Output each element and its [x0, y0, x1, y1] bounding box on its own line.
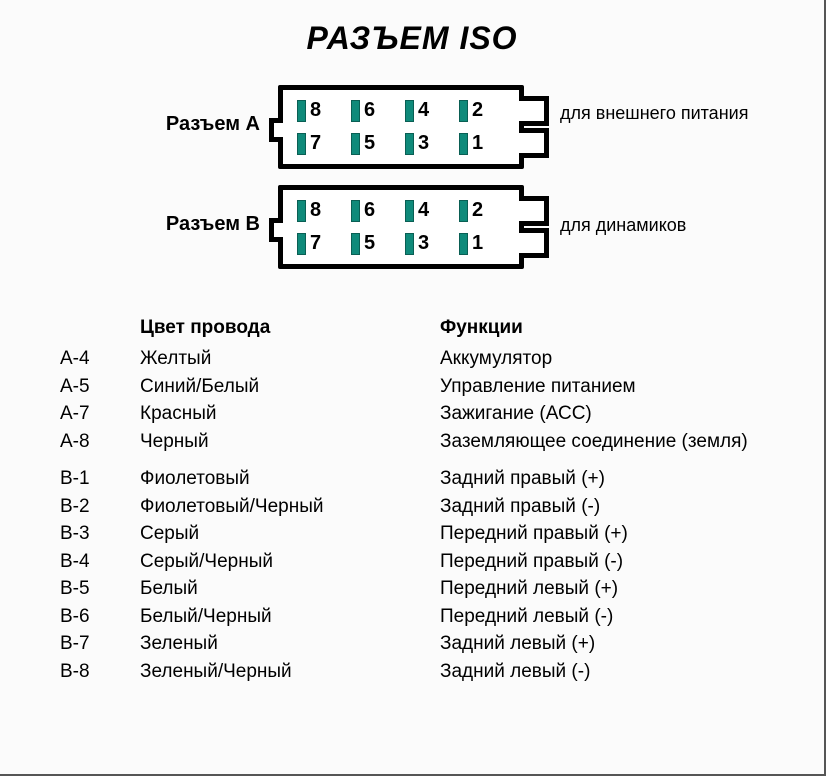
connector-a-tab-top [519, 96, 549, 126]
table-row: B-6Белый/ЧерныйПередний левый (-) [60, 603, 784, 631]
pin-b6: 6 [351, 196, 397, 225]
connector-a-pins: 8 6 4 2 7 5 3 1 [283, 90, 519, 164]
cell-pin: B-3 [60, 520, 140, 548]
connector-a-label: Разъем А [120, 113, 260, 136]
cell-pin: B-4 [60, 548, 140, 576]
cell-pin: A-5 [60, 373, 140, 401]
cell-color: Синий/Белый [140, 373, 440, 401]
pin-a7: 7 [297, 129, 343, 158]
connector-b-label: Разъем В [120, 213, 260, 236]
pin-b2: 2 [459, 196, 505, 225]
pin-a4: 4 [405, 96, 451, 125]
cell-func: Передний левый (+) [440, 575, 784, 603]
cell-func: Аккумулятор [440, 345, 784, 373]
table-row: B-7ЗеленыйЗадний левый (+) [60, 630, 784, 658]
cell-func: Задний левый (+) [440, 630, 784, 658]
connector-a-desc: для внешнего питания [560, 103, 748, 124]
cell-pin: B-2 [60, 493, 140, 521]
connector-b-notch [269, 218, 283, 242]
cell-color: Черный [140, 428, 440, 456]
cell-pin: A-8 [60, 428, 140, 456]
table-row: A-8ЧерныйЗаземляющее соединение (земля) [60, 428, 784, 456]
cell-func: Задний правый (+) [440, 465, 784, 493]
pin-b5: 5 [351, 229, 397, 258]
table-row: A-5Синий/БелыйУправление питанием [60, 373, 784, 401]
page-title: РАЗЪЕМ ISO [0, 0, 824, 57]
table-header: Цвет провода Функции [60, 317, 784, 339]
cell-func: Передний левый (-) [440, 603, 784, 631]
table-body: A-4ЖелтыйАккумуляторA-5Синий/БелыйУправл… [60, 345, 784, 686]
connector-b-desc: для динамиков [560, 215, 686, 236]
table-row: B-3СерыйПередний правый (+) [60, 520, 784, 548]
pin-b4: 4 [405, 196, 451, 225]
cell-pin: B-5 [60, 575, 140, 603]
cell-func: Задний правый (-) [440, 493, 784, 521]
cell-func: Передний правый (-) [440, 548, 784, 576]
header-color: Цвет провода [140, 317, 440, 339]
table-row: B-1ФиолетовыйЗадний правый (+) [60, 465, 784, 493]
pin-b7: 7 [297, 229, 343, 258]
table-row: B-4Серый/ЧерныйПередний правый (-) [60, 548, 784, 576]
pin-a8: 8 [297, 96, 343, 125]
pin-a2: 2 [459, 96, 505, 125]
connector-a-tab-bottom [519, 128, 549, 158]
pin-a1: 1 [459, 129, 505, 158]
cell-color: Зеленый/Черный [140, 658, 440, 686]
pin-b1: 1 [459, 229, 505, 258]
cell-color: Серый/Черный [140, 548, 440, 576]
cell-color: Серый [140, 520, 440, 548]
connector-svg: 8 6 4 2 7 5 3 1 8 6 4 2 [278, 85, 524, 285]
cell-pin: B-6 [60, 603, 140, 631]
pin-a3: 3 [405, 129, 451, 158]
cell-func: Передний правый (+) [440, 520, 784, 548]
table-row: B-8Зеленый/ЧерныйЗадний левый (-) [60, 658, 784, 686]
pinout-table: Цвет провода Функции A-4ЖелтыйАккумулято… [0, 317, 824, 686]
connector-b-tab-top [519, 196, 549, 226]
connector-b-pins: 8 6 4 2 7 5 3 1 [283, 190, 519, 264]
cell-func: Зажигание (АСС) [440, 400, 784, 428]
cell-color: Фиолетовый [140, 465, 440, 493]
connector-b-block: 8 6 4 2 7 5 3 1 [278, 185, 524, 269]
connector-a-notch [269, 118, 283, 142]
pin-a6: 6 [351, 96, 397, 125]
cell-pin: A-7 [60, 400, 140, 428]
cell-pin: B-1 [60, 465, 140, 493]
connector-b-tab-bottom [519, 228, 549, 258]
group-gap [60, 455, 784, 465]
cell-pin: A-4 [60, 345, 140, 373]
cell-color: Белый [140, 575, 440, 603]
cell-pin: B-8 [60, 658, 140, 686]
page: РАЗЪЕМ ISO Разъем А Разъем В для внешнег… [0, 0, 826, 776]
connector-a-block: 8 6 4 2 7 5 3 1 [278, 85, 524, 169]
cell-func: Заземляющее соединение (земля) [440, 428, 784, 456]
table-row: B-5БелыйПередний левый (+) [60, 575, 784, 603]
cell-color: Зеленый [140, 630, 440, 658]
pin-b8: 8 [297, 196, 343, 225]
header-func: Функции [440, 317, 784, 339]
cell-color: Желтый [140, 345, 440, 373]
table-row: B-2Фиолетовый/ЧерныйЗадний правый (-) [60, 493, 784, 521]
pin-a5: 5 [351, 129, 397, 158]
table-row: A-4ЖелтыйАккумулятор [60, 345, 784, 373]
cell-pin: B-7 [60, 630, 140, 658]
connector-diagram: Разъем А Разъем В для внешнего питания д… [0, 67, 824, 307]
pin-b3: 3 [405, 229, 451, 258]
cell-color: Красный [140, 400, 440, 428]
cell-func: Управление питанием [440, 373, 784, 401]
cell-color: Белый/Черный [140, 603, 440, 631]
table-row: A-7КрасныйЗажигание (АСС) [60, 400, 784, 428]
cell-func: Задний левый (-) [440, 658, 784, 686]
cell-color: Фиолетовый/Черный [140, 493, 440, 521]
